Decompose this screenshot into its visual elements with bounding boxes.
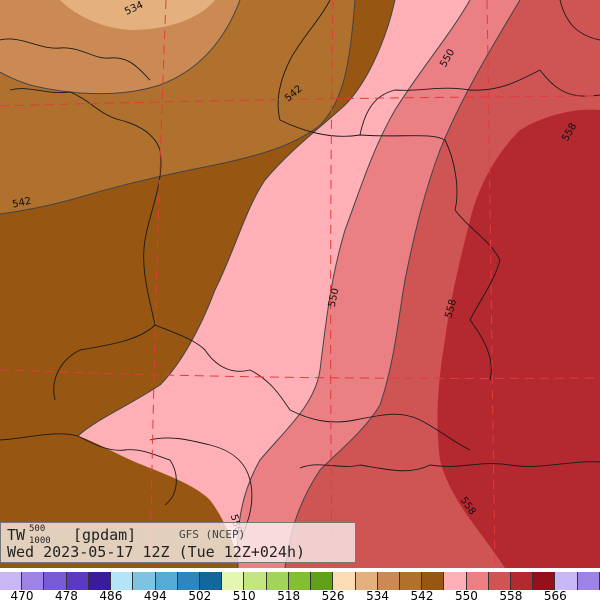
variable-units: [gpdam] bbox=[73, 526, 137, 544]
colorbar-swatch bbox=[422, 572, 445, 590]
colorbar-tick-label: 478 bbox=[54, 589, 78, 603]
colorbar-swatch bbox=[399, 572, 423, 590]
colorbar-swatch bbox=[511, 572, 534, 590]
colorbar-swatch bbox=[311, 572, 334, 590]
colorbar-tick-label: 470 bbox=[10, 589, 34, 603]
colorbar-swatch bbox=[244, 572, 267, 590]
colorbar-swatch bbox=[88, 572, 112, 590]
colorbar-tick-label: 542 bbox=[410, 589, 434, 603]
contour-label: 558 bbox=[560, 121, 579, 143]
colorbar-swatch bbox=[111, 572, 134, 590]
contour-label: 542 bbox=[283, 84, 305, 105]
band-518-526 bbox=[60, 0, 215, 30]
colorbar-swatch bbox=[488, 572, 512, 590]
colorbar-swatch bbox=[555, 572, 578, 590]
colorbar-swatch bbox=[177, 572, 200, 590]
colorbar bbox=[0, 572, 600, 590]
colorbar-swatch bbox=[155, 572, 178, 590]
colorbar-tick-label: 510 bbox=[232, 589, 256, 603]
colorbar-tick-label: 494 bbox=[143, 589, 167, 603]
contour-label: 542 bbox=[11, 196, 32, 211]
colorbar-tick-label: 526 bbox=[321, 589, 345, 603]
colorbar-swatch bbox=[355, 572, 378, 590]
colorbar-tick-label: 558 bbox=[499, 589, 523, 603]
colorbar-swatch bbox=[444, 572, 467, 590]
colorbar-swatch bbox=[0, 572, 23, 590]
colorbar-tick-label: 502 bbox=[188, 589, 212, 603]
colorbar-swatch bbox=[22, 572, 45, 590]
model-name: GFS (NCEP) bbox=[179, 528, 246, 541]
colorbar-swatch bbox=[533, 572, 556, 590]
band-566-plus bbox=[437, 109, 600, 568]
colorbar-tick-label: 566 bbox=[543, 589, 567, 603]
caption-variable-line: TW 500 1000 [gpdam] GFS (NCEP) bbox=[7, 524, 245, 546]
colorbar-swatch bbox=[266, 572, 289, 590]
thickness-map bbox=[0, 0, 600, 568]
variable-name: TW bbox=[7, 526, 26, 544]
valid-time: Wed 2023-05-17 12Z (Tue 12Z+024h) bbox=[7, 543, 306, 561]
colorbar-tick-label: 550 bbox=[454, 589, 478, 603]
colorbar-swatch bbox=[333, 572, 356, 590]
band-526-534 bbox=[0, 0, 240, 94]
colorbar-swatch bbox=[288, 572, 312, 590]
colorbar-tick-label: 486 bbox=[99, 589, 123, 603]
colorbar-swatch bbox=[466, 572, 489, 590]
colorbar-tick-label: 518 bbox=[277, 589, 301, 603]
contour-label: 534 bbox=[123, 0, 145, 18]
contour-label: 550 bbox=[438, 47, 457, 69]
variable-upper-level: 500 bbox=[29, 524, 46, 534]
colorbar-swatch bbox=[133, 572, 156, 590]
colorbar-ticks: 470 478 486 494 502 510 518 526 534 542 550 558 566 bbox=[0, 590, 600, 602]
contour-label: 550 bbox=[327, 287, 342, 308]
colorbar-tick-label: 534 bbox=[366, 589, 389, 603]
colorbar-swatch bbox=[44, 572, 67, 590]
variable-lower-level: 1000 bbox=[29, 536, 51, 546]
contour-label: 558 bbox=[458, 495, 478, 517]
lat-lon-grid bbox=[0, 0, 600, 568]
colorbar-swatch bbox=[66, 572, 89, 590]
colorbar-swatch bbox=[199, 572, 223, 590]
colorbar-swatch bbox=[377, 572, 400, 590]
map-caption: TW 500 1000 [gpdam] GFS (NCEP) Wed 2023-… bbox=[0, 522, 356, 563]
colorbar-swatch bbox=[222, 572, 245, 590]
contour-label: 558 bbox=[443, 298, 459, 319]
colorbar-swatch bbox=[577, 572, 600, 590]
contour-labels: 534 542 542 550 550 550 558 558 558 bbox=[11, 0, 579, 534]
